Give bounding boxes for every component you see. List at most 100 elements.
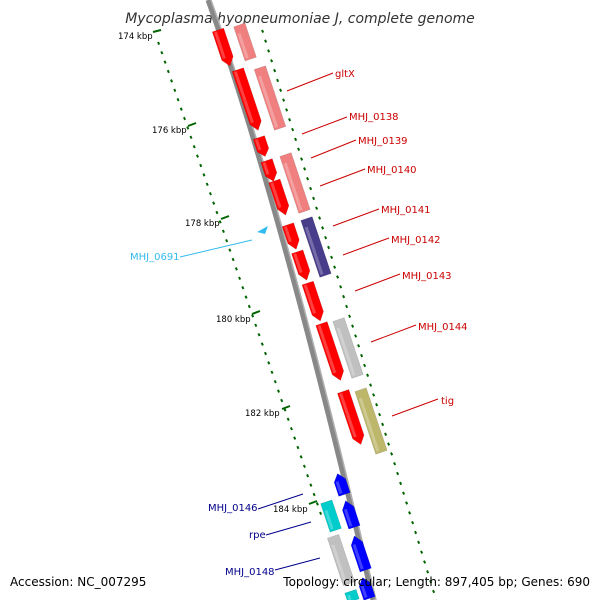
tick-mark xyxy=(163,60,167,64)
mhj-0691-marker[interactable] xyxy=(257,226,268,234)
tick-mark xyxy=(423,560,427,564)
tick-mark xyxy=(411,520,415,525)
gene-feature-0142b[interactable] xyxy=(291,249,313,282)
tick-mark xyxy=(351,324,355,328)
tick-mark xyxy=(199,163,203,168)
tick-mark xyxy=(363,363,367,368)
tick-mark xyxy=(267,49,271,53)
gene-feature-1[interactable] xyxy=(211,27,235,68)
gene-feature-next[interactable] xyxy=(357,576,376,600)
gene-label-mhj-0144[interactable]: MHJ_0144 xyxy=(418,322,468,333)
gene-feature-0148[interactable] xyxy=(349,534,372,573)
gene-feature-0141[interactable] xyxy=(281,222,302,251)
gene-label-mhj-0140[interactable]: MHJ_0140 xyxy=(367,165,417,176)
gene-feature-0142[interactable] xyxy=(300,216,332,278)
gene-feature-tig-b[interactable] xyxy=(354,387,388,455)
tick-mark xyxy=(360,353,364,358)
tick-mark xyxy=(378,412,382,417)
gene-feature-0140[interactable] xyxy=(268,178,292,217)
tick-mark xyxy=(345,304,349,309)
tick-mark xyxy=(294,137,298,142)
tick-mark xyxy=(202,173,206,177)
gene-feature-0138-highlight xyxy=(254,138,262,151)
gene-feature-0146b[interactable] xyxy=(320,499,342,533)
tick-mark xyxy=(291,127,295,132)
map-title: Mycoplasma hyopneumoniae J, complete gen… xyxy=(125,11,475,27)
gene-label-mhj-0138[interactable]: MHJ_0138 xyxy=(349,112,399,123)
tick-mark xyxy=(254,323,258,328)
kbp-label-176: 176 kbp xyxy=(152,126,187,136)
kbp-label-178: 178 kbp xyxy=(185,219,220,229)
gene-label-mhj-0139[interactable]: MHJ_0139 xyxy=(358,136,408,147)
kbp-label-184: 184 kbp xyxy=(273,505,308,515)
gene-feature-0138[interactable] xyxy=(252,135,271,159)
tick-mark xyxy=(372,393,376,397)
gene-feature-0142b-highlight xyxy=(293,253,303,274)
tick-mark xyxy=(321,226,325,230)
gene-feature-0140-highlight xyxy=(270,182,282,208)
genome-summary-text: Topology: circular; Length: 897,405 bp; … xyxy=(282,575,590,589)
kbp-label-180: 180 kbp xyxy=(216,315,251,325)
gene-label-mhj-0148[interactable]: MHJ_0148 xyxy=(225,567,275,578)
tick-mark xyxy=(279,88,283,92)
tick-mark xyxy=(173,88,177,93)
gene-label-tig[interactable]: tig xyxy=(441,396,454,407)
tick-mark xyxy=(390,452,394,456)
gene-labels: gltX MHJ_0138 MHJ_0139 MHJ_0140 MHJ_0141… xyxy=(130,69,468,578)
tick-mark xyxy=(299,455,303,459)
tick-mark xyxy=(319,511,323,516)
tick-mark xyxy=(238,276,242,281)
gene-feature-tig[interactable] xyxy=(337,389,366,447)
tick-mark xyxy=(309,186,313,191)
gene-label-mhj-0691[interactable]: MHJ_0691 xyxy=(130,252,180,263)
tick-mark xyxy=(189,135,193,140)
gene-feature-gltx-b[interactable] xyxy=(253,65,287,131)
tick-mark xyxy=(312,492,316,497)
tick-mark xyxy=(318,216,322,220)
gene-feature-0140b[interactable] xyxy=(279,152,311,214)
gene-feature-teal2[interactable] xyxy=(344,588,360,600)
tick-mark xyxy=(270,370,274,375)
gene-feature-0146[interactable] xyxy=(332,472,351,497)
gene-feature-gltx-b-highlight xyxy=(258,75,279,128)
tick-mark xyxy=(339,285,343,289)
tick-mark xyxy=(215,210,219,215)
gene-label-rpe[interactable]: rpe xyxy=(249,530,266,541)
gene-label-mhj-0143[interactable]: MHJ_0143 xyxy=(402,271,452,282)
tick-mark xyxy=(384,432,388,436)
tick-mark xyxy=(312,196,316,201)
gene-feature-gltx[interactable] xyxy=(231,67,264,133)
tick-mark xyxy=(170,79,174,83)
gene-feature-0144b-highlight xyxy=(336,327,356,376)
tick-mark xyxy=(333,265,337,269)
tick-mark xyxy=(288,118,292,122)
tick-mark xyxy=(426,570,430,574)
gene-label-mhj-0142[interactable]: MHJ_0142 xyxy=(391,235,441,246)
gene-feature-rpe[interactable] xyxy=(340,499,361,530)
gene-feature-0144-highlight xyxy=(317,324,337,374)
tick-mark xyxy=(330,255,334,260)
tick-mark xyxy=(296,445,300,450)
tick-mark xyxy=(408,511,412,515)
gene-label-mhj-0141[interactable]: MHJ_0141 xyxy=(381,205,431,216)
gene-label-mhj-0146[interactable]: MHJ_0146 xyxy=(208,503,258,514)
tick-mark xyxy=(212,201,216,205)
gene-feature-0144[interactable] xyxy=(315,321,346,383)
tick-mark xyxy=(228,248,232,252)
tick-mark xyxy=(225,238,229,243)
left-tick-ring xyxy=(157,41,323,516)
tick-mark xyxy=(218,220,222,224)
tick-mark xyxy=(251,314,255,318)
tick-mark xyxy=(157,41,161,46)
gene-feature-0143[interactable] xyxy=(301,280,326,323)
tick-mark xyxy=(264,39,268,43)
gene-feature-2[interactable] xyxy=(233,22,257,62)
gene-feature-0144b[interactable] xyxy=(332,317,364,379)
tick-mark xyxy=(289,426,293,431)
tick-mark xyxy=(280,398,284,403)
gene-feature-0148a[interactable] xyxy=(326,534,356,586)
gene-feature-0139[interactable] xyxy=(260,158,279,184)
gene-label-gltx[interactable]: gltX xyxy=(335,69,355,80)
tick-mark xyxy=(420,550,424,554)
